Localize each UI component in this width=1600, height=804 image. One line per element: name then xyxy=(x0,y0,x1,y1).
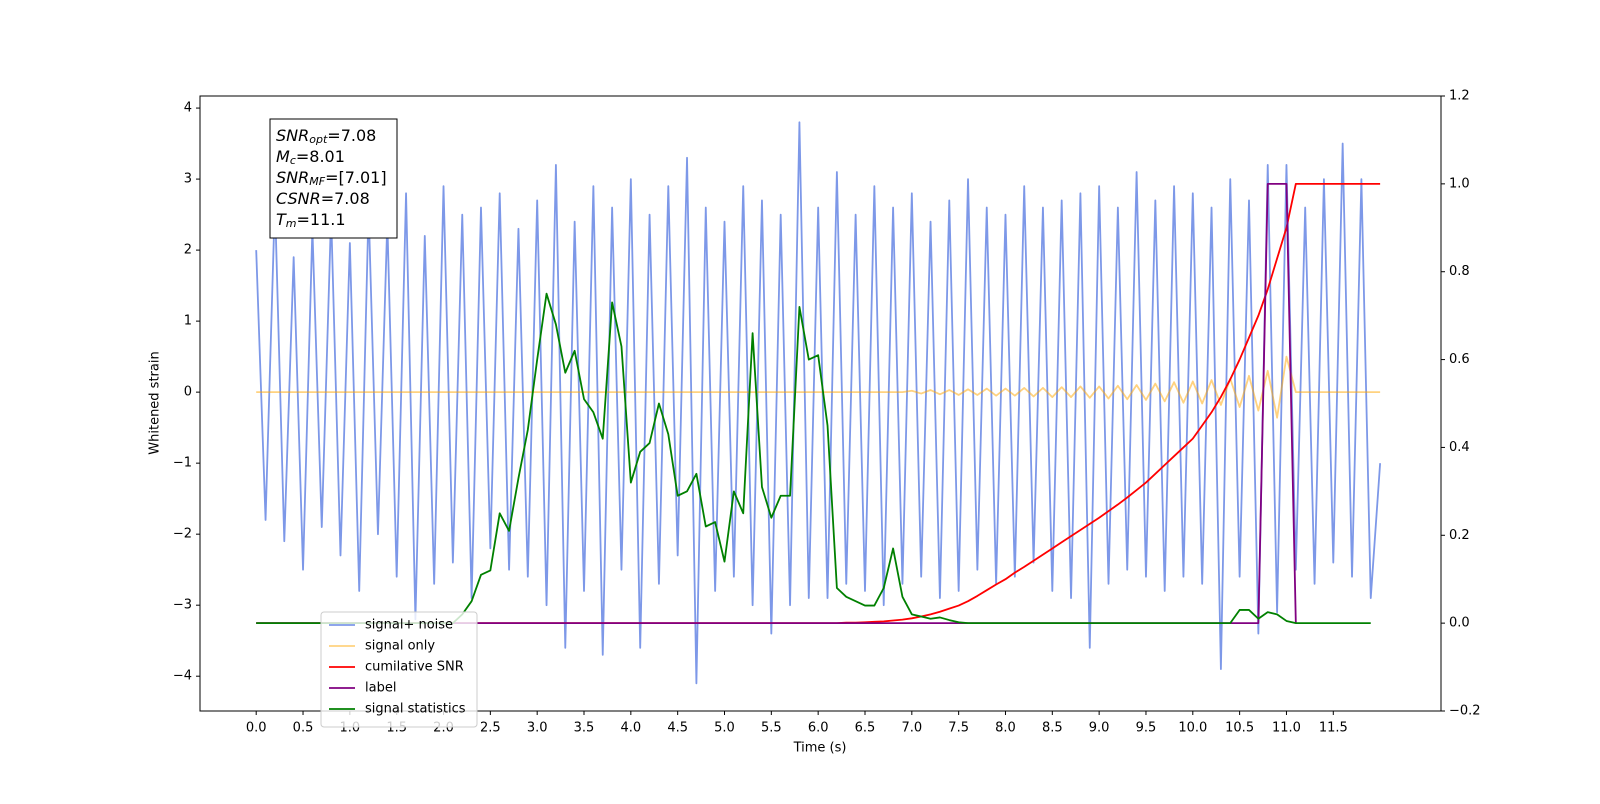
x-tick-label: 2.5 xyxy=(480,721,501,736)
y-tick-label: −1 xyxy=(173,456,192,471)
y2-tick-label: 0.0 xyxy=(1449,616,1470,631)
y2-tick-label: 0.6 xyxy=(1449,352,1470,367)
annotation-text: SNRMF=[7.01] xyxy=(276,168,387,189)
x-tick-label: 5.0 xyxy=(714,721,735,736)
annotation-value: =[7.01] xyxy=(325,168,387,187)
x-tick-label: 9.5 xyxy=(1136,721,1157,736)
y2-tick-label: 0.4 xyxy=(1449,440,1470,455)
x-tick-label: 0.0 xyxy=(246,721,267,736)
legend-frame xyxy=(320,611,478,728)
annotation-subscript: c xyxy=(290,154,296,167)
y2-tick-label: −0.2 xyxy=(1449,704,1481,719)
y2-tick-label: 1.2 xyxy=(1449,89,1470,104)
annotation-symbol: SNR xyxy=(276,168,309,187)
y2-tick-label: 1.0 xyxy=(1449,176,1470,191)
series-line xyxy=(256,292,1371,625)
y2-tick-label: 0.2 xyxy=(1449,528,1470,543)
annotation-frame xyxy=(269,118,398,239)
annotation-symbol: CSNR xyxy=(276,189,321,208)
legend-label: signal+ noise xyxy=(365,618,453,633)
y-tick-label: 4 xyxy=(184,101,192,116)
annotation-subscript: opt xyxy=(309,133,328,146)
y-tick-label: −4 xyxy=(173,669,192,684)
y2-tick-label: 0.8 xyxy=(1449,264,1470,279)
x-tick-label: 9.0 xyxy=(1089,721,1110,736)
x-tick-label: 11.0 xyxy=(1272,721,1301,736)
x-tick-label: 3.5 xyxy=(574,721,595,736)
legend-label: label xyxy=(365,681,396,696)
annotation-value: =8.01 xyxy=(296,147,345,166)
legend-label: signal only xyxy=(365,639,435,654)
x-tick-label: 7.5 xyxy=(948,721,969,736)
annotation-box: SNRopt=7.08Mc=8.01SNRMF=[7.01]CSNR=7.08T… xyxy=(269,118,398,239)
y-axis-label: Whitened strain xyxy=(148,351,163,454)
x-tick-label: 5.5 xyxy=(761,721,782,736)
legend: signal+ noise signal only cumilative SNR la… xyxy=(320,611,478,728)
legend-label: cumilative SNR xyxy=(365,660,464,675)
annotation-symbol: SNR xyxy=(276,126,309,145)
y-tick-label: −3 xyxy=(173,598,192,613)
x-tick-label: 4.5 xyxy=(667,721,688,736)
series-line xyxy=(256,355,1381,419)
x-tick-label: 3.0 xyxy=(527,721,548,736)
axes-frame xyxy=(199,95,1442,712)
y-tick-label: 0 xyxy=(184,385,192,400)
y-tick-label: −2 xyxy=(173,527,192,542)
x-tick-label: 6.0 xyxy=(808,721,829,736)
annotation-value: =7.08 xyxy=(327,126,376,145)
annotation-value: =11.1 xyxy=(297,210,346,229)
annotation-value: =7.08 xyxy=(321,189,370,208)
annotation-subscript: m xyxy=(286,217,297,230)
legend-label: signal statistics xyxy=(365,702,466,717)
annotation-subscript: MF xyxy=(309,175,325,188)
annotation-symbol: T xyxy=(276,210,287,229)
y-tick-label: 2 xyxy=(184,243,192,258)
series-line xyxy=(255,121,1382,685)
annotation-text: SNRopt=7.08 xyxy=(276,126,376,147)
x-tick-label: 4.0 xyxy=(620,721,641,736)
x-tick-label: 8.0 xyxy=(995,721,1016,736)
annotation-text: CSNR=7.08 xyxy=(276,189,370,208)
x-tick-label: 11.5 xyxy=(1319,721,1348,736)
x-axis-label: Time (s) xyxy=(793,741,847,756)
y-tick-label: 1 xyxy=(184,314,192,329)
plot-area xyxy=(255,121,1382,685)
x-tick-label: 10.0 xyxy=(1178,721,1207,736)
x-tick-label: 0.5 xyxy=(293,721,314,736)
y-tick-label: 3 xyxy=(184,172,192,187)
annotation-text: Mc=8.01 xyxy=(276,147,345,168)
annotation-text: Tm=11.1 xyxy=(276,210,346,231)
x-tick-label: 10.5 xyxy=(1225,721,1254,736)
x-tick-label: 7.0 xyxy=(901,721,922,736)
annotation-symbol: M xyxy=(276,147,290,166)
x-tick-label: 6.5 xyxy=(855,721,876,736)
x-tick-label: 8.5 xyxy=(1042,721,1063,736)
